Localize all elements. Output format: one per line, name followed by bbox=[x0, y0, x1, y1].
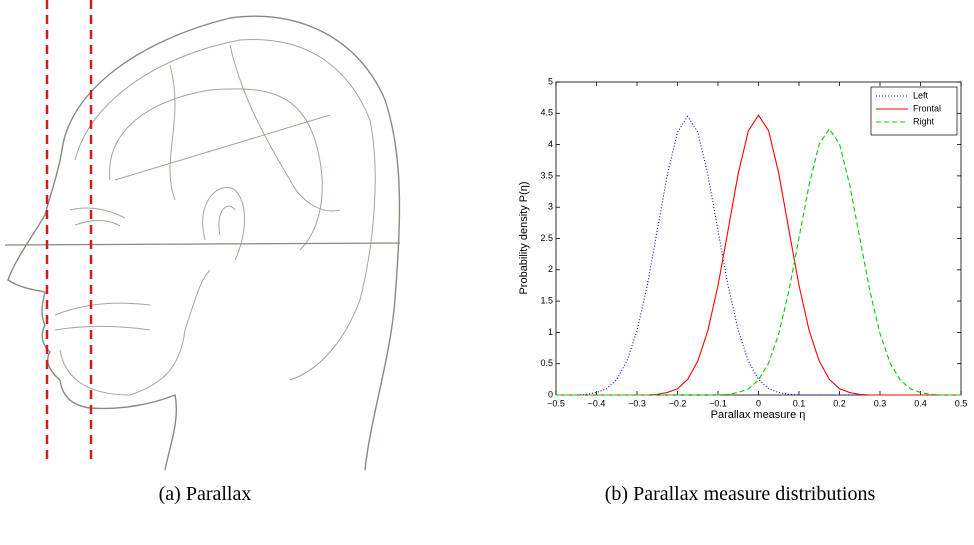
y-tick-label: 3 bbox=[548, 202, 553, 212]
horizontal-line bbox=[4, 242, 401, 246]
y-tick-label: 2.5 bbox=[540, 233, 553, 243]
x-tick-label: −0.4 bbox=[588, 398, 606, 408]
x-tick-label: −0.5 bbox=[547, 398, 565, 408]
x-tick-label: 0 bbox=[756, 398, 761, 408]
legend-label: Right bbox=[913, 116, 935, 126]
caption: (b) Parallax measure distributions bbox=[605, 483, 876, 505]
y-tick-label: 4 bbox=[548, 139, 553, 149]
x-tick-label: 0.1 bbox=[793, 398, 806, 408]
legend-box bbox=[870, 86, 958, 136]
x-tick-label: 0.4 bbox=[914, 398, 927, 408]
x-tick-label: 0.2 bbox=[833, 398, 846, 408]
legend-label: Left bbox=[913, 90, 929, 100]
y-tick-label: 0.5 bbox=[540, 358, 553, 368]
x-tick-label: −0.2 bbox=[669, 398, 687, 408]
y-tick-label: 0 bbox=[548, 389, 553, 399]
x-tick-label: −0.1 bbox=[709, 398, 727, 408]
x-tick-label: −0.3 bbox=[628, 398, 646, 408]
y-tick-label: 4.5 bbox=[540, 108, 553, 118]
y-tick-label: 3.5 bbox=[540, 170, 553, 180]
y-tick-label: 2 bbox=[548, 264, 553, 274]
y-tick-label: 5 bbox=[548, 76, 553, 86]
y-tick-label: 1.5 bbox=[540, 295, 553, 305]
line-series bbox=[556, 127, 961, 396]
x-axis-label: Parallax measure η bbox=[711, 409, 806, 421]
legend-label: Frontal bbox=[913, 103, 941, 113]
head-sketch bbox=[4, 0, 401, 471]
x-tick-label: 0.3 bbox=[874, 398, 887, 408]
y-axis-label: Probability density P(η) bbox=[518, 181, 530, 294]
x-tick-label: 0.5 bbox=[955, 398, 968, 408]
caption: (a) Parallax bbox=[159, 483, 252, 505]
y-tick-label: 1 bbox=[548, 327, 553, 337]
